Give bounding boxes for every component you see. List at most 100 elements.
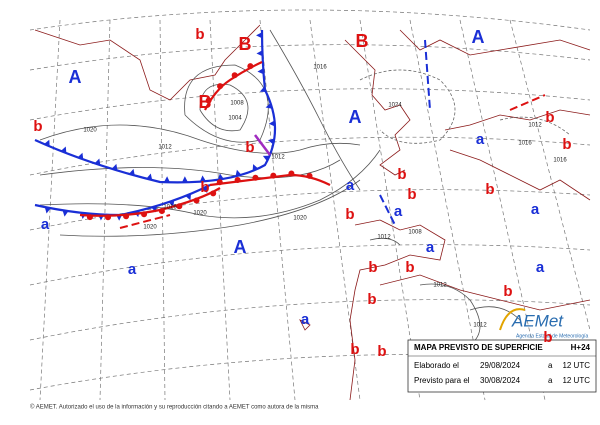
high-pressure-center: A (234, 237, 247, 257)
low-pressure-center: b (503, 283, 512, 300)
isobar-label: 1016 (313, 65, 327, 71)
front-symbol (60, 146, 67, 154)
fronts (34, 29, 546, 229)
high-pressure-center: a (128, 261, 137, 278)
front-segment (509, 94, 546, 111)
info-time: 12 UTC (562, 376, 590, 385)
front-symbol (306, 172, 313, 179)
info-box: MAPA PREVISTO DE SUPERFICIE H+24 Elabora… (407, 339, 597, 393)
logo: AEMet Agencia Estatal de Meteorología (499, 308, 588, 339)
isobar-label: 1008 (230, 101, 244, 107)
copyright: © AEMET. Autorizado el uso de la informa… (30, 404, 319, 411)
logo-subtitle: Agencia Estatal de Meteorología (516, 333, 588, 339)
front-symbol (257, 68, 264, 75)
info-date: 29/08/2024 (480, 361, 521, 370)
isobar-label: 1012 (528, 123, 542, 129)
low-pressure-center: b (543, 329, 552, 346)
front-symbol (267, 138, 275, 145)
high-pressure-center: a (41, 216, 50, 233)
isobar-label: 1012 (271, 155, 285, 161)
low-pressure-center: B (239, 34, 252, 54)
low-pressure-center: b (200, 179, 209, 196)
front-symbol (128, 168, 135, 176)
front-symbol (44, 207, 51, 214)
high-pressure-center: a (476, 131, 485, 148)
front-symbol (217, 173, 224, 180)
low-pressure-center: b (485, 181, 494, 198)
front-symbol (252, 174, 259, 181)
low-pressure-center: b (562, 136, 571, 153)
high-pressure-center: a (531, 201, 540, 218)
info-time: 12 UTC (562, 361, 590, 370)
low-pressure-center: b (545, 109, 554, 126)
front-symbol (201, 186, 208, 194)
logo-swoosh (499, 308, 526, 331)
low-pressure-center: b (377, 343, 386, 360)
front-symbol (288, 170, 295, 177)
front-symbol (256, 50, 263, 57)
front-segment (379, 194, 396, 226)
front-symbol (111, 163, 118, 171)
high-pressure-center: A (69, 67, 82, 87)
isobar-label: 1012 (377, 235, 391, 241)
front-symbol (185, 193, 191, 201)
high-pressure-center: a (536, 259, 545, 276)
info-lead: H+24 (571, 343, 591, 352)
low-pressure-center: B (356, 31, 369, 51)
front-symbol (44, 139, 50, 147)
isobar-label: 1016 (553, 158, 567, 164)
info-date: 30/08/2024 (480, 376, 521, 385)
info-sep: a (548, 376, 553, 385)
isobar-label: 1024 (388, 103, 402, 109)
low-pressure-center: b (405, 259, 414, 276)
front-symbol (270, 172, 277, 179)
front-symbol (262, 155, 270, 162)
isobar-label: 1016 (163, 205, 177, 211)
isobar-label: 1008 (408, 230, 422, 236)
graticule (29, 9, 591, 401)
low-pressure-center: b (33, 118, 42, 135)
high-pressure-center: a (301, 311, 310, 328)
front-symbol (123, 213, 130, 220)
front-symbol (168, 200, 175, 207)
info-label: Elaborado el (414, 361, 459, 370)
front-symbol (259, 86, 266, 92)
info-title: MAPA PREVISTO DE SUPERFICIE (414, 343, 543, 352)
isobar-label: 1012 (433, 283, 447, 289)
front-symbol (158, 208, 165, 215)
high-pressure-center: A (472, 27, 485, 47)
front-symbol (268, 120, 275, 127)
low-pressure-center: B (199, 92, 212, 112)
front-symbol (176, 203, 183, 210)
front-symbol (193, 197, 200, 204)
low-pressure-center: b (350, 341, 359, 358)
front-symbol (265, 103, 273, 109)
low-pressure-center: b (397, 166, 406, 183)
front-segment (119, 214, 171, 229)
info-sep: a (548, 361, 553, 370)
isobar-label: 1004 (228, 116, 242, 122)
isobar-label: 1012 (158, 145, 172, 151)
front-symbol (105, 214, 112, 221)
front-symbol (94, 158, 101, 166)
logo-name: AEMet (511, 311, 564, 330)
front-symbol (216, 179, 223, 186)
isobar-label: 1020 (293, 216, 307, 222)
front-symbol (77, 152, 84, 160)
front-symbol (234, 177, 241, 184)
info-label: Previsto para el (414, 376, 470, 385)
coastlines (34, 24, 591, 401)
high-pressure-center: a (426, 239, 435, 256)
isobar-label: 1016 (518, 141, 532, 147)
high-pressure-center: A (349, 107, 362, 127)
low-pressure-center: b (345, 206, 354, 223)
high-pressure-center: a (346, 177, 355, 194)
low-pressure-center: b (367, 291, 376, 308)
low-pressure-center: b (368, 259, 377, 276)
isobar-label: 1020 (83, 128, 97, 134)
front-symbol (62, 210, 69, 217)
front-symbol (217, 83, 224, 90)
front-symbol (210, 190, 217, 197)
info-box-frame (407, 339, 597, 393)
front-symbol (181, 176, 188, 183)
